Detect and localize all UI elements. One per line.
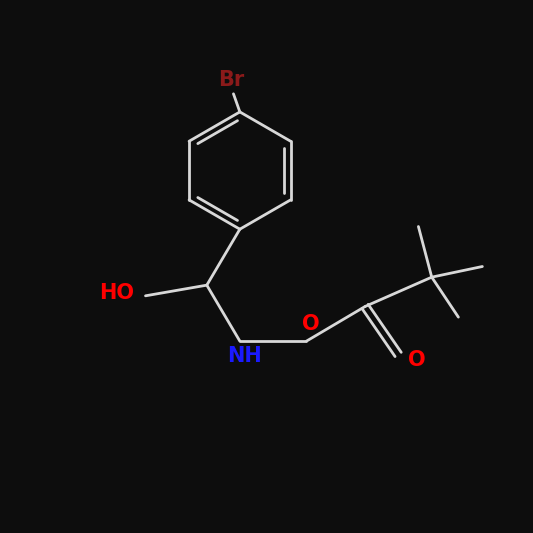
Text: HO: HO (99, 283, 134, 303)
Text: O: O (302, 314, 320, 334)
Text: O: O (408, 350, 426, 370)
Text: NH: NH (227, 346, 262, 366)
Text: Br: Br (217, 70, 244, 90)
